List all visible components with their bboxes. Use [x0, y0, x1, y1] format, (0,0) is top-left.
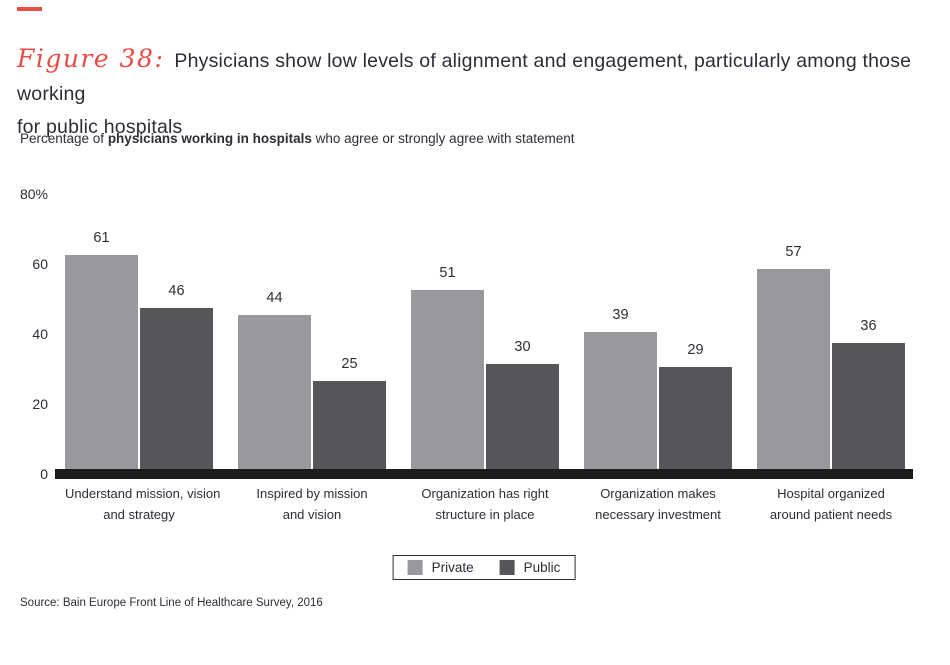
bar-value-label: 29: [687, 342, 704, 358]
category-label-line: structure in place: [435, 507, 535, 522]
legend-item-public: Public: [499, 560, 561, 575]
source-note: Source: Bain Europe Front Line of Health…: [20, 597, 323, 609]
bar-group: 39 29: [584, 307, 732, 469]
bar-value-label: 30: [514, 339, 531, 355]
category-label: Inspired by mission and vision: [238, 483, 386, 525]
subtitle-prefix: Percentage of: [20, 131, 108, 146]
legend-box: Private Public: [392, 555, 576, 580]
bar-private: 57: [757, 244, 830, 469]
y-tick-label: 40: [32, 326, 48, 342]
legend-swatch-private: [407, 560, 423, 575]
subtitle-suffix: who agree or strongly agree with stateme…: [311, 131, 575, 146]
bar-private: 51: [411, 265, 484, 469]
figure-title-line2: for public hospitals: [17, 116, 183, 138]
category-label-line: Organization makes: [600, 486, 716, 501]
legend-swatch-public: [499, 560, 515, 575]
bar-public: 36: [832, 318, 905, 469]
bar-group: 44 25: [238, 290, 386, 469]
bar-private: 39: [584, 307, 657, 469]
bar-value-label: 44: [266, 290, 283, 306]
figure-number-label: Figure 38:: [17, 44, 165, 73]
bar-value-label: 57: [785, 244, 802, 260]
legend-label: Public: [523, 560, 561, 575]
category-label-line: Understand mission, vision: [65, 486, 221, 501]
category-label-line: Organization has right: [421, 486, 549, 501]
bar-value-label: 46: [168, 283, 185, 299]
category-label-line: and vision: [282, 507, 342, 522]
category-label-line: Hospital organized: [777, 486, 885, 501]
legend-item-private: Private: [407, 560, 474, 575]
y-tick-label: 60: [32, 256, 48, 272]
bar-group: 51 30: [411, 265, 559, 469]
bar-value-label: 61: [93, 230, 110, 246]
legend-label: Private: [431, 560, 474, 575]
bar-value-label: 51: [439, 265, 456, 281]
bar-public: 29: [659, 342, 732, 469]
bar-private: 61: [65, 230, 138, 469]
y-tick-label: 80%: [19, 186, 48, 202]
category-label-line: necessary investment: [595, 507, 721, 522]
bar-public: 25: [313, 356, 386, 469]
category-axis-labels: Understand mission, vision and strategy In…: [55, 483, 913, 525]
bar-value-label: 36: [860, 318, 877, 334]
y-tick-label: 20: [32, 396, 48, 412]
chart-subtitle: Percentage of physicians working in hosp…: [20, 131, 575, 146]
y-tick-label: 0: [40, 466, 48, 482]
bar-value-label: 39: [612, 307, 629, 323]
category-label: Organization makes necessary investment: [584, 483, 732, 525]
bar-public: 46: [140, 283, 213, 469]
figure-heading: Figure 38: Physicians show low levels of …: [17, 42, 933, 144]
subtitle-bold-segment: physicians working in hospitals: [107, 131, 312, 146]
category-label: Organization has right structure in place: [411, 483, 559, 525]
bar-plot-area: 61 46 44 25 51 30 39 29 57 36: [55, 169, 913, 469]
category-label: Understand mission, vision and strategy: [65, 483, 221, 525]
category-label-line: Inspired by mission: [256, 486, 368, 501]
bar-private: 44: [238, 290, 311, 469]
category-label-line: and strategy: [103, 507, 175, 522]
figure-accent-dash: [17, 7, 42, 11]
bar-public: 30: [486, 339, 559, 469]
category-label-line: around patient needs: [769, 507, 893, 522]
category-label: Hospital organized around patient needs: [757, 483, 905, 525]
bar-group: 57 36: [757, 244, 905, 469]
x-axis-baseline: [55, 469, 913, 479]
figure-title-line1: Physicians show low levels of alignment …: [17, 50, 912, 105]
bar-group: 61 46: [65, 230, 213, 469]
bar-value-label: 25: [341, 356, 358, 372]
